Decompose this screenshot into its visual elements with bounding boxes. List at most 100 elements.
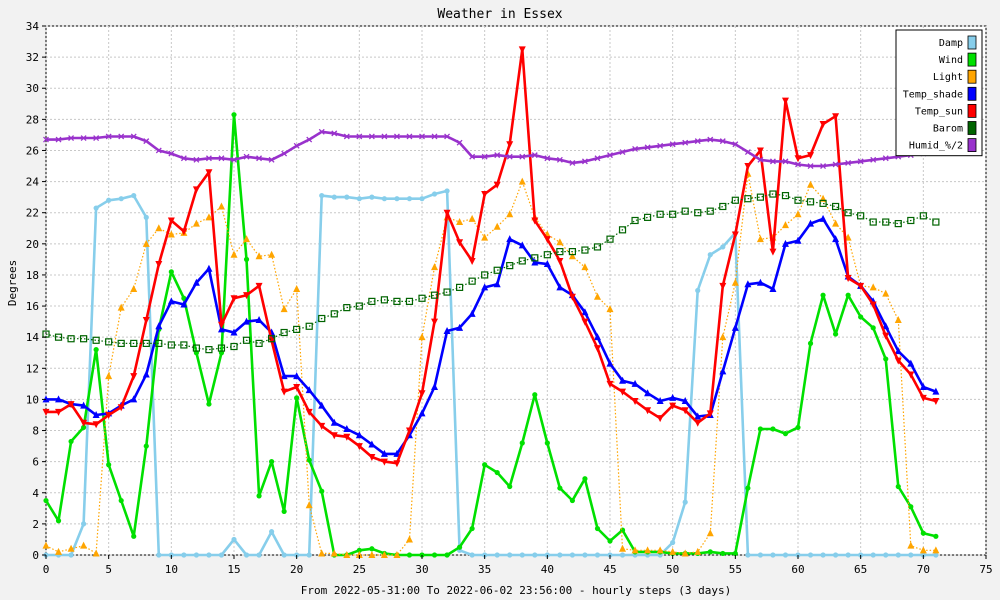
data-point	[355, 443, 363, 451]
data-point	[318, 314, 326, 323]
data-point	[143, 443, 149, 449]
data-point	[42, 541, 50, 549]
data-point	[581, 263, 589, 271]
data-point	[80, 401, 88, 409]
data-point	[882, 322, 890, 330]
data-point	[644, 389, 652, 397]
data-point	[217, 344, 226, 352]
data-point	[606, 359, 614, 367]
data-point	[870, 156, 877, 163]
data-point	[581, 318, 589, 326]
data-point	[756, 193, 765, 201]
data-point	[781, 239, 789, 247]
data-point	[406, 196, 413, 202]
data-point	[619, 149, 626, 155]
y-tick-label: 0	[32, 549, 39, 562]
data-point	[694, 412, 702, 420]
data-point	[770, 552, 776, 558]
series-layer	[42, 46, 940, 558]
data-point	[706, 410, 714, 418]
legend-swatch	[967, 35, 977, 50]
x-tick-label: 45	[603, 563, 616, 576]
data-point	[393, 297, 401, 305]
data-point	[932, 387, 940, 395]
data-point	[557, 485, 563, 491]
data-point	[268, 156, 275, 163]
y-tick-label: 22	[26, 207, 39, 220]
data-point	[681, 207, 689, 215]
y-tick-label: 34	[26, 20, 40, 33]
data-point	[481, 283, 489, 291]
data-point	[281, 508, 287, 515]
data-point	[732, 550, 738, 557]
data-point	[181, 552, 187, 558]
data-point	[444, 133, 451, 140]
series-line-humid-2	[46, 130, 937, 168]
data-point	[243, 153, 250, 160]
data-point	[794, 210, 802, 218]
data-point	[444, 552, 450, 558]
data-point	[569, 497, 576, 504]
y-tick-label: 8	[32, 425, 39, 438]
data-point	[142, 317, 150, 325]
data-point	[831, 202, 840, 211]
data-point	[543, 236, 551, 244]
data-point	[869, 283, 877, 291]
data-point	[55, 408, 63, 416]
data-point	[293, 372, 301, 380]
data-point	[192, 186, 200, 194]
data-point	[81, 424, 87, 431]
data-point	[230, 328, 238, 336]
data-point	[230, 250, 238, 258]
x-tick-label: 75	[979, 563, 992, 576]
data-point	[469, 525, 475, 532]
data-point	[568, 248, 577, 256]
data-point	[269, 459, 275, 465]
series-barom	[42, 190, 940, 354]
data-point	[869, 301, 877, 309]
data-point	[105, 411, 113, 419]
data-point	[418, 390, 426, 398]
data-point	[293, 142, 300, 149]
data-point	[306, 552, 312, 558]
data-point	[782, 552, 789, 558]
data-point	[142, 370, 150, 378]
legend-label: Barom	[933, 124, 963, 135]
data-point	[593, 345, 601, 353]
data-point	[606, 380, 614, 388]
data-point	[631, 546, 639, 554]
data-point	[694, 547, 702, 555]
y-tick-label: 26	[26, 144, 39, 157]
data-point	[294, 395, 300, 401]
data-point	[669, 547, 677, 555]
data-point	[482, 462, 488, 468]
data-point	[769, 248, 777, 256]
data-point	[619, 527, 626, 533]
data-point	[494, 469, 500, 476]
data-point	[807, 340, 814, 346]
legend-label: Humid_%/2	[909, 141, 963, 152]
data-point	[882, 289, 890, 297]
legend-label: Damp	[939, 38, 963, 49]
data-point	[143, 138, 150, 145]
data-point	[55, 395, 63, 403]
data-point	[67, 401, 75, 409]
data-point	[731, 323, 739, 331]
data-point	[756, 147, 764, 155]
data-point	[593, 333, 601, 341]
data-point	[431, 191, 438, 197]
data-point	[719, 367, 727, 375]
series-humid-2	[43, 128, 939, 169]
data-point	[305, 386, 313, 394]
data-point	[280, 328, 288, 337]
data-point	[318, 128, 325, 135]
data-point	[206, 401, 212, 407]
data-point	[656, 396, 664, 404]
legend-swatch	[967, 52, 977, 67]
data-point	[506, 141, 514, 149]
data-point	[932, 397, 940, 405]
x-tick-label: 5	[105, 563, 112, 576]
data-point	[105, 372, 113, 380]
data-point	[619, 388, 627, 396]
data-point	[582, 552, 588, 558]
